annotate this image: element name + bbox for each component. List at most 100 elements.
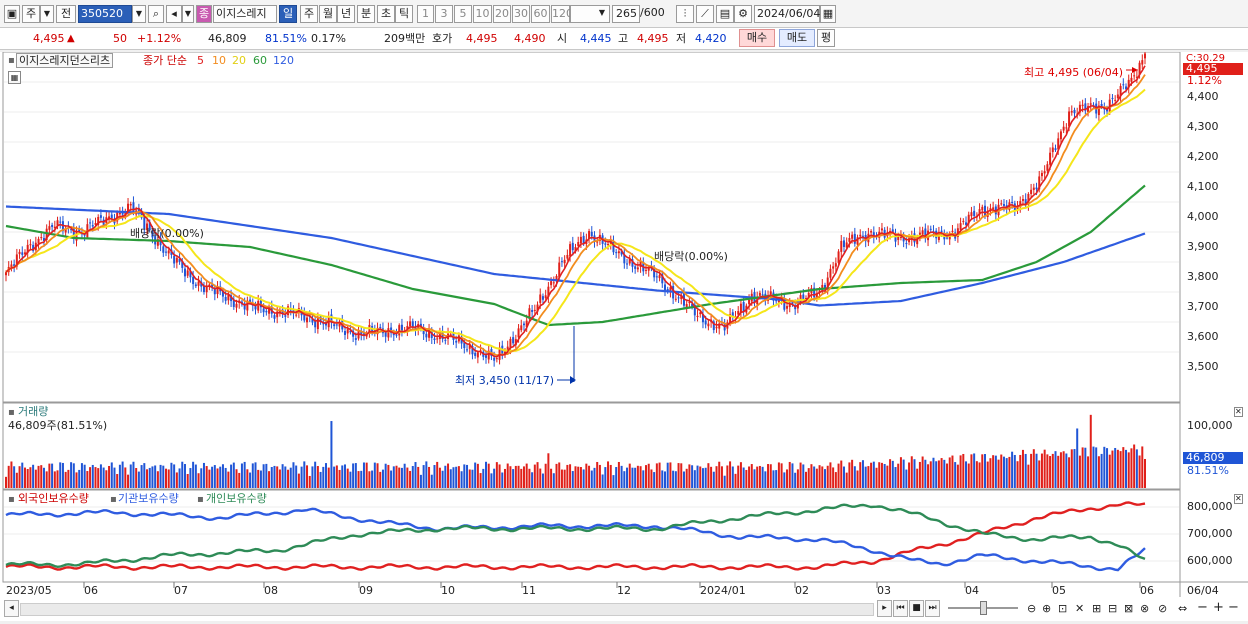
count-button[interactable]: 30 (512, 5, 530, 23)
tool2-icon[interactable]: ⊟ (1108, 602, 1118, 615)
volume-bar (666, 462, 669, 488)
count-button[interactable]: 3 (435, 5, 453, 23)
volume-panel-handle-icon[interactable]: ▪ (8, 407, 15, 418)
tool1-icon[interactable]: ⊞ (1092, 602, 1102, 615)
stock-type-select[interactable]: 주 (22, 5, 40, 23)
first-page-icon[interactable]: ⏮ (893, 600, 908, 617)
period-button[interactable]: 분 (357, 5, 375, 23)
period-button[interactable]: 초 (377, 5, 395, 23)
candle-body (259, 299, 262, 308)
save-icon[interactable]: ▤ (716, 5, 734, 23)
volume-title[interactable]: 거래량 (18, 405, 49, 418)
candle-body (655, 276, 658, 278)
institution-holding-line (5, 507, 1146, 572)
buy-button[interactable]: 매수 (739, 29, 775, 47)
tool4-icon[interactable]: ⊗ (1140, 602, 1150, 615)
period-button[interactable]: 월 (319, 5, 337, 23)
volume-bar (240, 463, 243, 488)
sell-button[interactable]: 매도 (779, 29, 815, 47)
period-button[interactable]: 틱 (395, 5, 413, 23)
zoom-slider-thumb[interactable] (980, 601, 987, 615)
close-volume-panel-icon[interactable]: ✕ (1234, 407, 1243, 417)
volume-bar (525, 463, 528, 488)
volume-bar (471, 469, 474, 488)
count-button[interactable]: 60 (531, 5, 550, 23)
measure-icon[interactable]: ⊡ (1058, 602, 1068, 615)
candle-body (1130, 77, 1133, 82)
period-button[interactable]: 일 (279, 5, 297, 23)
tool3-icon[interactable]: ⊠ (1124, 602, 1134, 615)
minus-icon[interactable]: − (1197, 600, 1208, 615)
count-button[interactable]: 120 (551, 5, 573, 23)
stock-title-tag[interactable]: 이지스레지던스리츠 (16, 53, 114, 68)
scroll-left-icon[interactable]: ◂ (4, 600, 19, 617)
volume-bar (56, 470, 59, 488)
legend-individual[interactable]: 개인보유수량 (206, 492, 267, 505)
count-button[interactable]: 20 (493, 5, 511, 23)
holding-y-tick: 800,000 (1187, 500, 1233, 513)
candle-body (287, 306, 290, 316)
volume-bar (1078, 455, 1081, 488)
horizontal-scrollbar[interactable] (20, 603, 874, 616)
period-button[interactable]: 년 (337, 5, 355, 23)
volume-bar (102, 467, 105, 488)
volume-bar (503, 468, 506, 488)
zoom-reset-icon[interactable]: ⊕ (1042, 602, 1052, 615)
candle-body (742, 302, 745, 311)
date-input[interactable]: 2024/06/04 (754, 5, 820, 23)
market-select[interactable]: 전 (56, 5, 76, 23)
stock-code-input[interactable]: 350520 (78, 5, 132, 23)
count-button[interactable]: 10 (473, 5, 492, 23)
chart-area[interactable]: ▪ 이지스레지던스리츠 종가 단순 5 10 20 60 120 ▦ C:30.… (0, 49, 1248, 621)
volume-bar (156, 471, 159, 488)
volume-bar (579, 467, 582, 488)
legend-institution[interactable]: 기관보유수량 (118, 492, 179, 505)
custom-count-select[interactable] (570, 5, 610, 23)
calendar-icon[interactable]: ▦ (820, 5, 836, 23)
candle-body (799, 295, 802, 303)
zoom-out-icon[interactable]: ⊖ (1027, 602, 1037, 615)
code-dropdown-icon[interactable]: ▼ (132, 5, 146, 23)
plus-icon[interactable]: + (1213, 600, 1224, 615)
volume-bar (10, 461, 13, 488)
volume-bar (731, 466, 734, 488)
chevron-down-icon[interactable]: ▼ (40, 5, 54, 23)
move-icon[interactable]: ⇔ (1178, 602, 1188, 615)
period-button[interactable]: 주 (300, 5, 318, 23)
indicator-icon[interactable]: ⫶ (676, 5, 694, 23)
volume-bar (726, 465, 729, 488)
stop-icon[interactable]: ■ (909, 600, 924, 617)
candle-body (921, 230, 924, 235)
speaker-icon[interactable]: ◂ (166, 5, 182, 23)
volume-bar (607, 461, 610, 488)
legend-foreign[interactable]: 외국인보유수량 (18, 492, 89, 505)
x-axis-label: 08 (264, 584, 278, 597)
avg-button[interactable]: 평 (817, 29, 835, 47)
candle-body (1035, 187, 1038, 190)
volume-bar (1030, 453, 1033, 488)
panel-handle-icon[interactable]: ▪ (8, 55, 15, 66)
candle-body (544, 295, 547, 299)
view-count-input[interactable]: 265 (612, 5, 640, 23)
volume-bar (620, 465, 623, 488)
crosshair-icon[interactable]: ✕ (1075, 602, 1085, 615)
data-table-icon[interactable]: ▦ (8, 71, 21, 84)
candle-body (91, 225, 94, 227)
dash-icon[interactable]: − (1228, 600, 1239, 615)
search-icon[interactable]: ⌕ (148, 5, 164, 23)
close-holding-panel-icon[interactable]: ✕ (1234, 494, 1243, 504)
last-page-icon[interactable]: ⏭ (925, 600, 940, 617)
holding-panel-handle-icon[interactable]: ▪ (8, 494, 15, 505)
count-button[interactable]: 1 (417, 5, 434, 23)
tool5-icon[interactable]: ⊘ (1158, 602, 1168, 615)
scroll-right-icon[interactable]: ▸ (877, 600, 892, 617)
volume-bar (1068, 457, 1071, 488)
gear-icon[interactable]: ⚙ (734, 5, 752, 23)
chart-canvas[interactable] (0, 49, 1248, 621)
window-menu-icon[interactable]: ▣ (4, 5, 20, 23)
volume-bar (295, 465, 298, 488)
speaker-dropdown-icon[interactable]: ▼ (182, 5, 194, 23)
drawing-tools-icon[interactable]: ⟋ (696, 5, 714, 23)
count-button[interactable]: 5 (454, 5, 472, 23)
custom-count-dropdown-icon[interactable]: ▼ (598, 8, 606, 17)
